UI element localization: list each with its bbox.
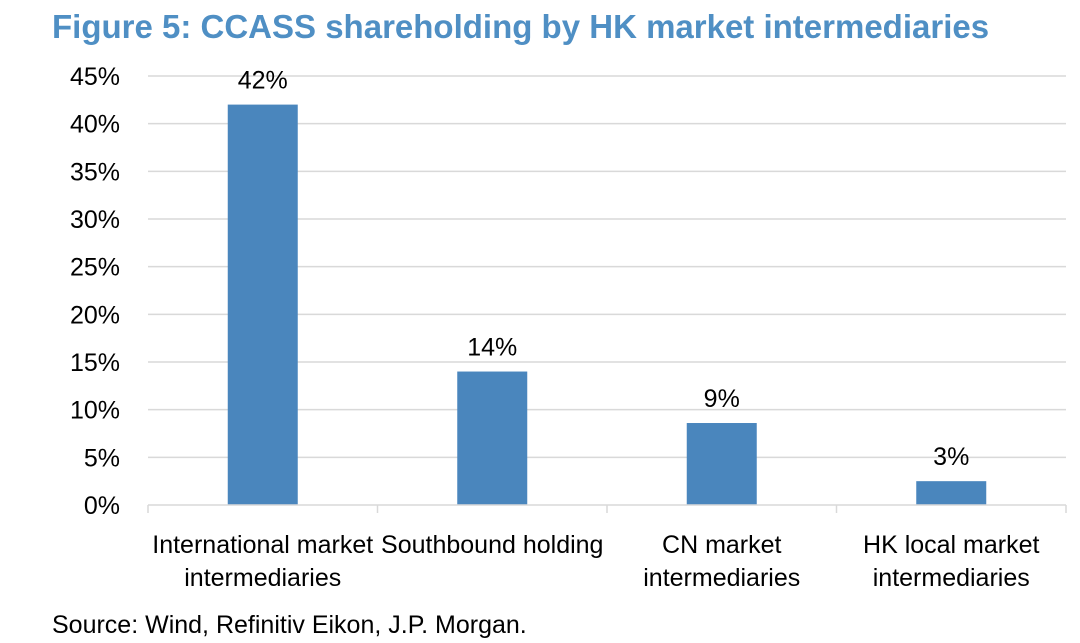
bars [227, 104, 987, 505]
gridlines [148, 75, 1066, 459]
data-label: 3% [933, 443, 969, 471]
source-note: Source: Wind, Refinitiv Eikon, J.P. Morg… [52, 611, 527, 639]
data-labels: 42% 14% 9% 3% [238, 67, 970, 472]
x-tick-label: Southbound holding [381, 531, 603, 559]
x-tick-label: CN market [662, 531, 782, 559]
x-axis [147, 504, 1067, 513]
y-tick-label: 15% [70, 349, 120, 377]
bar [916, 481, 987, 505]
y-tick-label: 45% [70, 63, 120, 91]
y-tick-label: 40% [70, 111, 120, 139]
y-tick-label: 30% [70, 206, 120, 234]
bar [457, 371, 528, 505]
y-tick-label: 35% [70, 158, 120, 186]
y-tick-label: 20% [70, 301, 120, 329]
data-label: 14% [467, 334, 517, 362]
chart-title: Figure 5: CCASS shareholding by HK marke… [52, 8, 990, 45]
bar [686, 423, 757, 505]
x-tick-label: HK local market [863, 531, 1039, 559]
data-label: 42% [238, 67, 288, 95]
y-tick-label: 10% [70, 397, 120, 425]
x-tick-label: intermediaries [873, 564, 1030, 592]
y-axis-tick-labels: 0% 5% 10% 15% 20% 25% 30% 35% 40% 45% [70, 63, 120, 520]
y-tick-label: 5% [84, 444, 120, 472]
x-tick-label: intermediaries [643, 564, 800, 592]
y-tick-label: 0% [84, 492, 120, 520]
x-tick-label: International market [152, 531, 373, 559]
data-label: 9% [704, 385, 740, 413]
x-axis-tick-labels: International market intermediaries Southb… [152, 531, 1039, 592]
x-tick-label: intermediaries [184, 564, 341, 592]
y-tick-label: 25% [70, 254, 120, 282]
bar [227, 104, 298, 505]
